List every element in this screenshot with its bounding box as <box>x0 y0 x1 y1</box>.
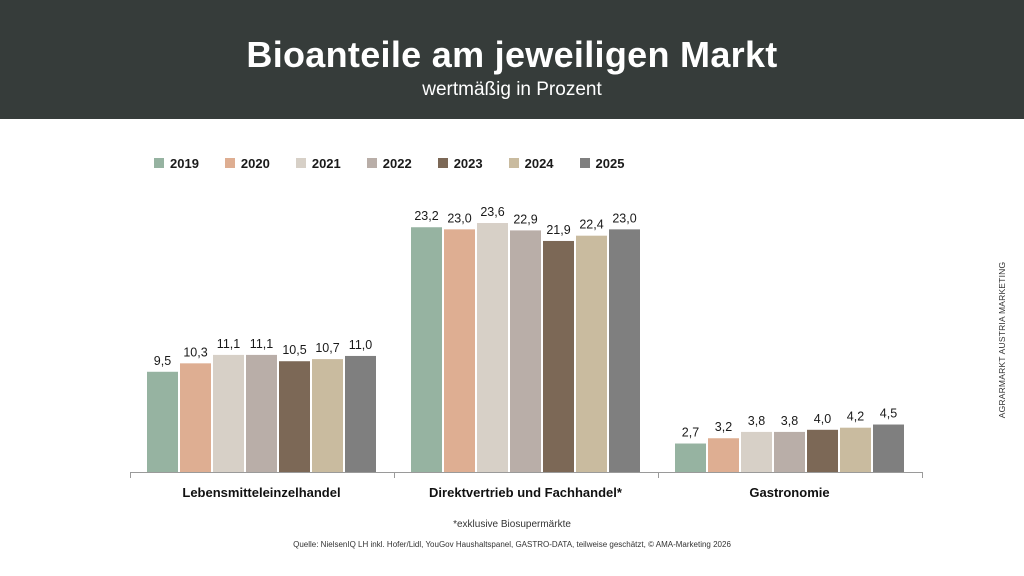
legend-item-2019: 2019 <box>154 156 199 171</box>
bar-2024-1 <box>312 359 343 472</box>
bar-2020-1 <box>180 363 211 472</box>
chart-subtitle: wertmäßig in Prozent <box>422 79 602 100</box>
data-label: 9,5 <box>154 354 171 368</box>
bar-2020-2 <box>444 229 475 472</box>
data-label: 23,2 <box>414 209 438 223</box>
bar-2024-3 <box>840 427 871 472</box>
legend-label: 2025 <box>595 155 625 171</box>
bar-2023-3 <box>807 429 838 472</box>
legend-label: 2021 <box>311 155 341 171</box>
data-label: 23,0 <box>612 211 636 225</box>
legend-swatch <box>224 158 235 168</box>
data-label: 11,1 <box>250 337 273 351</box>
legend-label: 2020 <box>240 155 270 171</box>
data-label: 10,7 <box>315 341 339 355</box>
legend-label: 2023 <box>453 155 483 171</box>
bar-2021-1 <box>213 354 244 472</box>
data-label: 21,9 <box>546 223 570 237</box>
data-label: 2,7 <box>682 426 699 440</box>
legend-swatch <box>295 158 306 168</box>
bar-2022-1 <box>246 354 277 472</box>
side-brand-label: AGRARMARKT AUSTRIA MARKETING <box>997 261 1007 419</box>
header-banner: Bioanteile am jeweiligen Markt wertmäßig… <box>0 0 1024 119</box>
legend-item-2020: 2020 <box>224 155 270 171</box>
data-label: 11,1 <box>217 337 240 351</box>
data-label: 22,9 <box>513 212 537 226</box>
legend-swatch <box>579 158 590 168</box>
bar-2021-2 <box>477 223 508 472</box>
bar-2019-2 <box>411 227 442 472</box>
legend-item-2025: 2025 <box>579 155 625 171</box>
data-label: 10,3 <box>183 345 207 359</box>
category-label: Gastronomie <box>749 485 829 500</box>
bar-2024-2 <box>576 235 607 472</box>
bar-2022-2 <box>510 230 541 472</box>
bar-2021-3 <box>741 431 772 472</box>
legend-swatch <box>508 158 519 168</box>
data-label: 4,5 <box>880 407 897 421</box>
data-label: 23,0 <box>447 211 471 225</box>
bar-2020-3 <box>708 438 739 472</box>
legend-swatch <box>437 158 448 168</box>
bar-2025-2 <box>609 229 640 472</box>
bar-chart: 9,5 10,3 11,1 11,1 10,5 10,7 11,0 Lebensmittele… <box>130 205 923 500</box>
category-label: Direktvertrieb und Fachhandel* <box>429 485 623 500</box>
data-label: 3,2 <box>715 420 732 434</box>
category-label: Lebensmitteleinzelhandel <box>182 485 340 500</box>
bar-2023-2 <box>543 240 574 472</box>
legend-item-2021: 2021 <box>295 155 341 171</box>
bar-2025-1 <box>345 355 376 472</box>
data-label: 4,2 <box>847 410 864 424</box>
bar-2025-3 <box>873 424 904 472</box>
bar-2022-3 <box>774 431 805 472</box>
data-label: 4,0 <box>814 412 831 426</box>
chart-title: Bioanteile am jeweiligen Markt <box>246 34 778 75</box>
legend-swatch <box>154 158 164 168</box>
data-label: 3,8 <box>781 414 798 428</box>
data-label: 10,5 <box>282 343 306 357</box>
data-label: 3,8 <box>748 414 765 428</box>
data-label: 23,6 <box>480 205 504 219</box>
chart-legend: 2019 2020 2021 2022 2023 2024 2025 <box>154 154 650 172</box>
bar-2019-1 <box>147 371 178 472</box>
data-label: 22,4 <box>579 218 603 232</box>
footnote: *exklusive Biosupermärkte <box>453 519 571 530</box>
bar-2023-1 <box>279 361 310 472</box>
legend-label: 2022 <box>382 155 412 171</box>
legend-swatch <box>366 158 377 168</box>
data-label: 11,0 <box>349 338 372 352</box>
bar-2019-3 <box>675 443 706 472</box>
legend-label: 2024 <box>524 155 554 171</box>
legend-item-2024: 2024 <box>508 155 554 171</box>
source-note: Quelle: NielsenIQ LH inkl. Hofer/Lidl, Y… <box>293 540 731 549</box>
legend-label: 2019 <box>170 155 199 171</box>
legend-item-2022: 2022 <box>366 155 412 171</box>
legend-item-2023: 2023 <box>437 155 483 171</box>
